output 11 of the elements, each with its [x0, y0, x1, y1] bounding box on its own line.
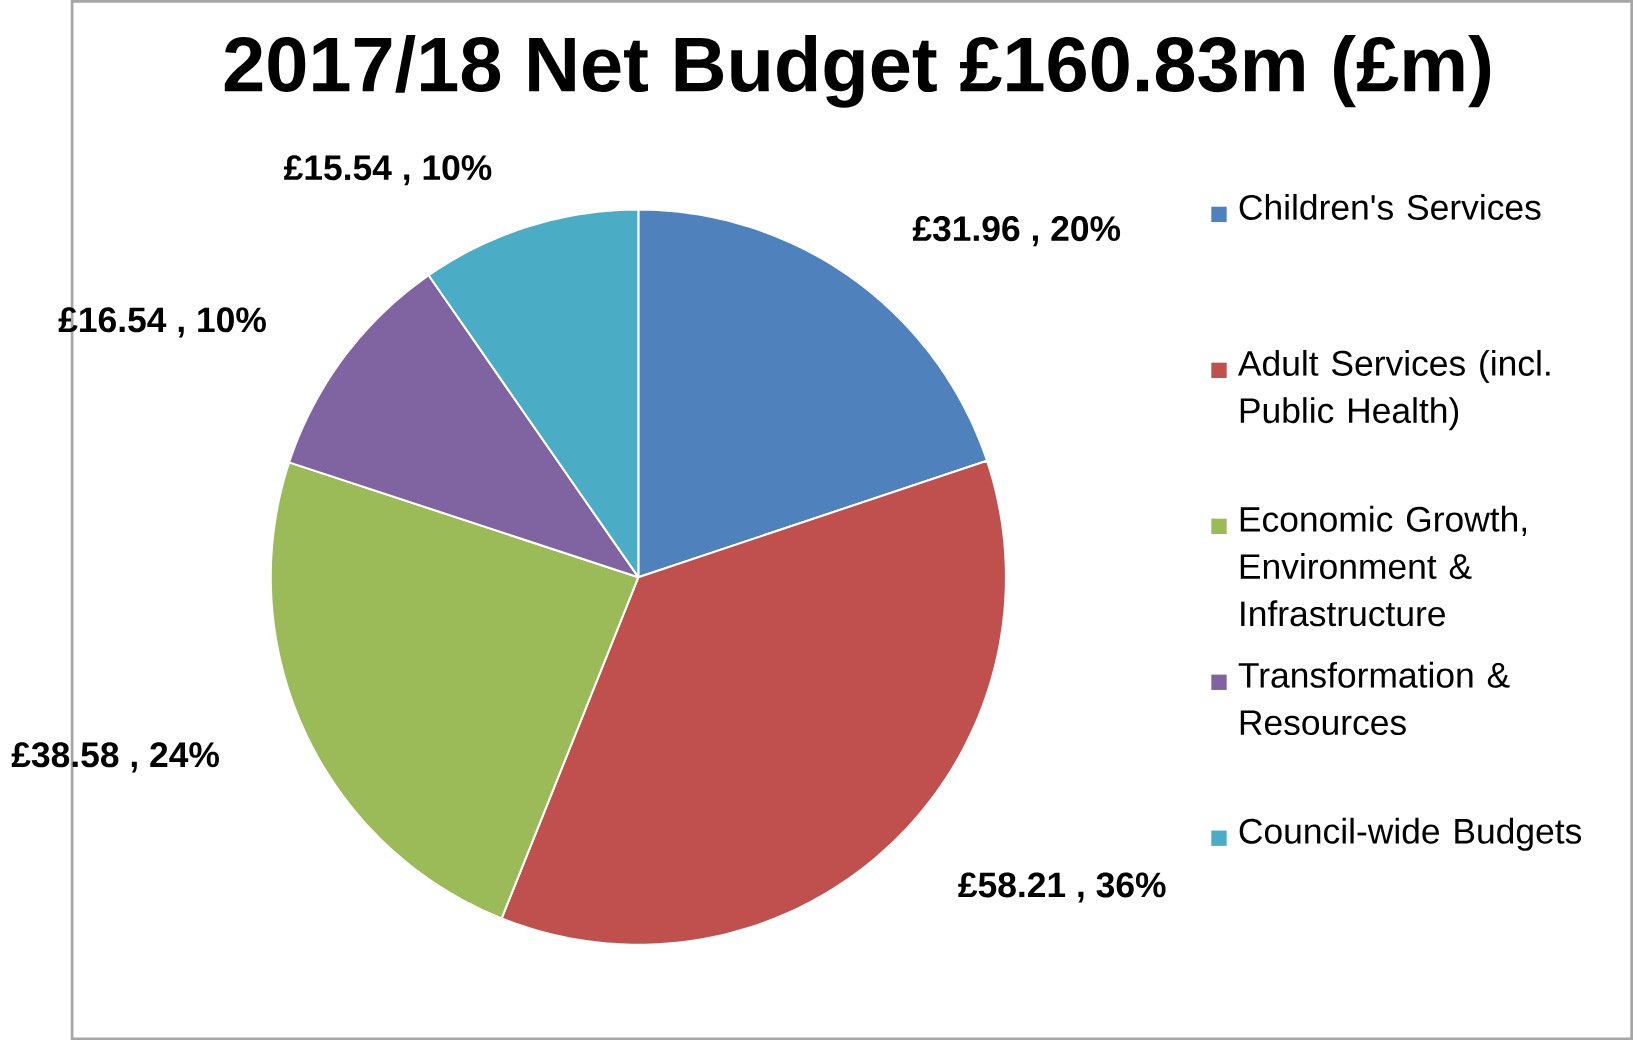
- data-label: £15.54 , 10%: [283, 155, 492, 186]
- data-label: £31.96 , 20%: [912, 216, 1121, 247]
- legend-label: Children's Services: [1239, 193, 1541, 220]
- legend-label: Transformation & Resources: [1238, 661, 1510, 736]
- legend-label: Council-wide Budgets: [1239, 817, 1582, 851]
- data-label: £38.58 , 24%: [11, 742, 219, 773]
- legend-label: Economic Growth, Environment & Infrastructure: [1240, 505, 1526, 627]
- data-label: £58.21 , 36%: [958, 872, 1166, 903]
- chart-title: 2017/18 Net Budget £160.83m (£m): [224, 34, 1491, 108]
- data-label: £16.54 , 10%: [58, 307, 266, 338]
- legend-label: Adult Services (incl. Public Health): [1237, 349, 1550, 431]
